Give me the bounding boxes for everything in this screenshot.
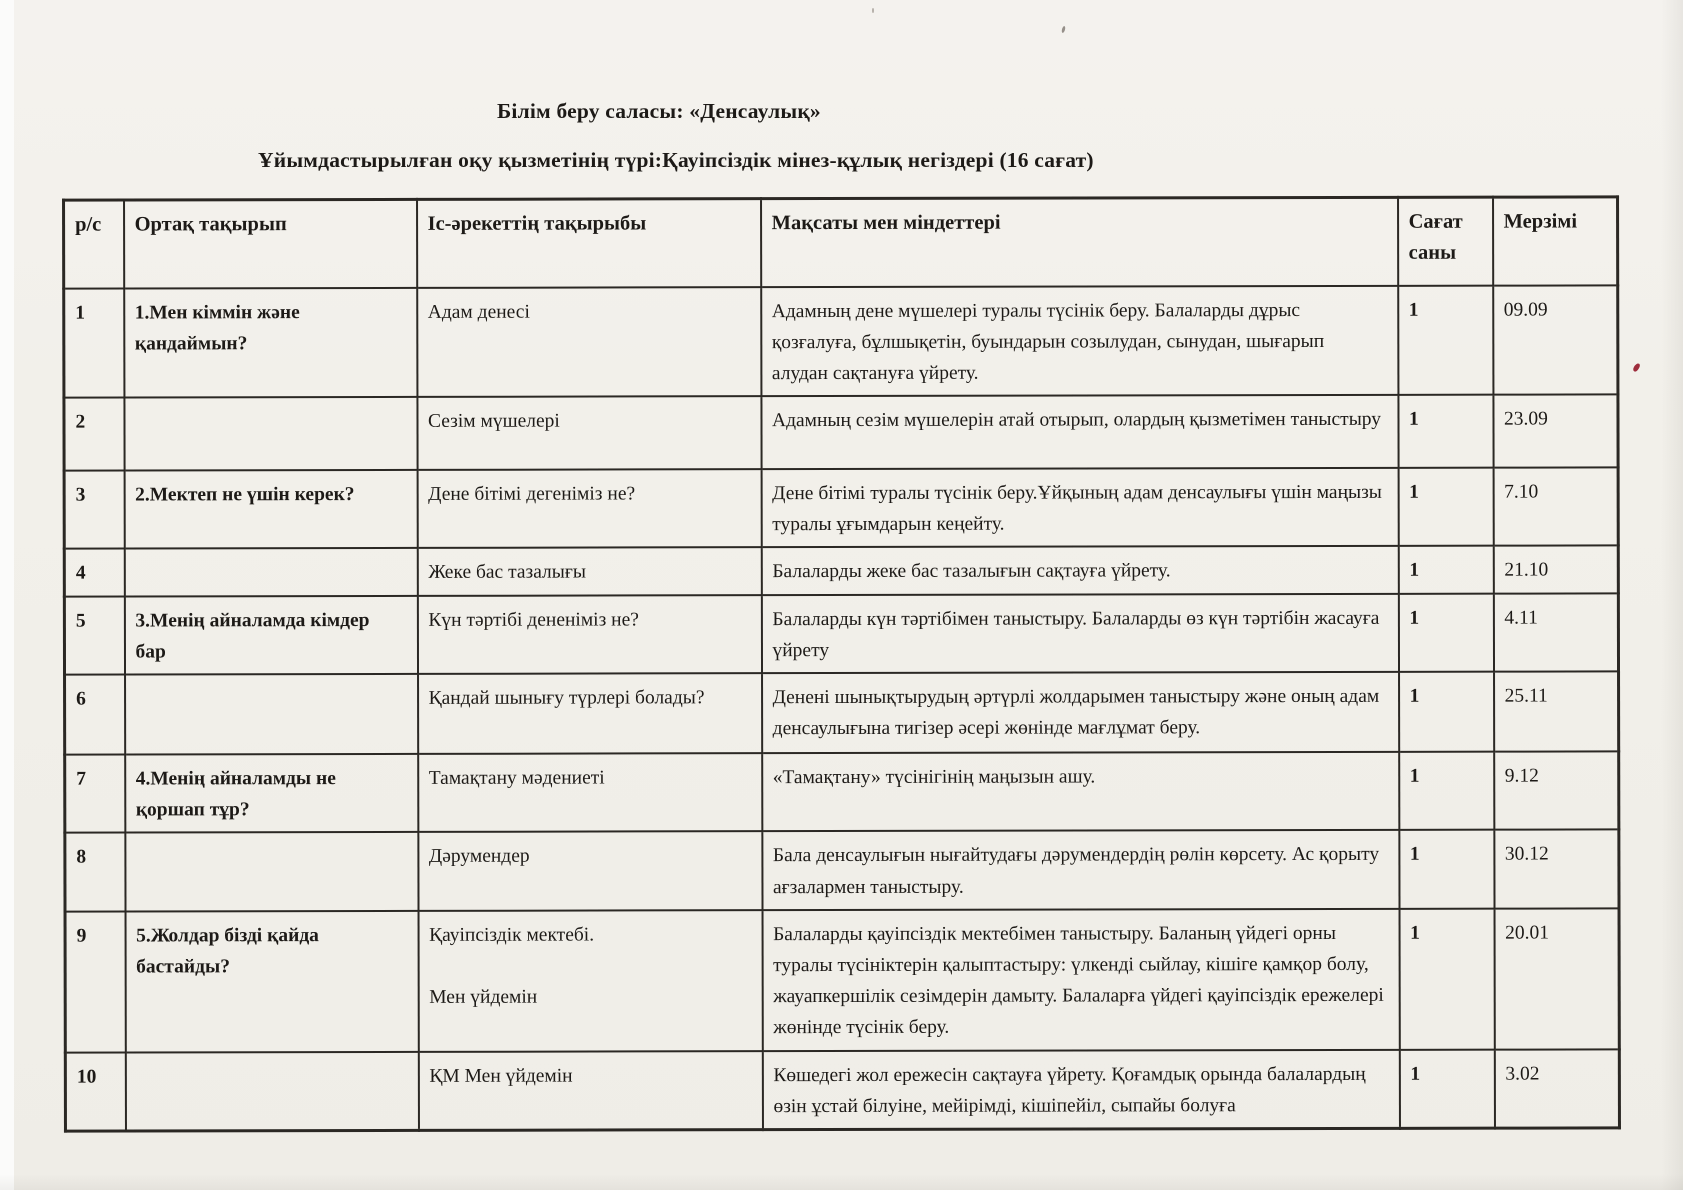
table-row: 3 2.Мектеп не үшін керек? Дене бітімі де… bbox=[64, 467, 1619, 550]
cell-date: 09.09 bbox=[1492, 284, 1618, 395]
cell-common-topic: 2.Мектеп не үшін керек? bbox=[124, 469, 418, 549]
cell-date: 7.10 bbox=[1493, 467, 1619, 547]
document-subtitle: Ұйымдастырылған оқу қызметінің түрі:Қауі… bbox=[258, 148, 1094, 172]
table-row: 1 1.Мен кіммін және қандаймын? Адам дене… bbox=[63, 284, 1618, 398]
table-row: 7 4.Менің айналамды не қоршап тұр? Тамақ… bbox=[64, 751, 1619, 834]
scan-artifact-speck bbox=[872, 8, 874, 13]
cell-num: 8 bbox=[64, 832, 126, 912]
cell-num: 6 bbox=[64, 674, 125, 755]
cell-date: 21.10 bbox=[1493, 545, 1619, 594]
cell-common-topic bbox=[123, 396, 418, 471]
cell-common-topic: 5.Жолдар бізді қайда бастайды? bbox=[125, 910, 419, 1053]
table-row: 6 Қандай шынығу түрлері болады? Денені ш… bbox=[64, 671, 1619, 755]
cell-common-topic: 3.Менің айналамда кімдер бар bbox=[124, 595, 418, 675]
cell-activity-topic: Адам денесі bbox=[416, 286, 761, 397]
cell-common-topic: 4.Менің айналамды не қоршап тұр? bbox=[124, 753, 418, 833]
col-header-goals: Мақсаты мен міндеттері bbox=[760, 197, 1398, 287]
cell-num: 9 bbox=[65, 911, 126, 1053]
scan-artifact-speck bbox=[1061, 25, 1066, 34]
cell-common-topic bbox=[124, 673, 418, 755]
cell-activity-topic: Дене бітімі дегеніміз не? bbox=[417, 469, 762, 549]
cell-activity-topic: Қандай шынығу түрлері болады? bbox=[417, 673, 762, 754]
cell-date: 23.09 bbox=[1492, 394, 1619, 468]
cell-goals: «Тамақтану» түсінігінің маңызын ашу. bbox=[761, 751, 1399, 832]
cell-date: 3.02 bbox=[1494, 1048, 1620, 1129]
col-header-num: р/с bbox=[63, 200, 124, 289]
document-title: Білім беру саласы: «Денсаулық» bbox=[497, 99, 821, 123]
cell-num: 5 bbox=[64, 596, 125, 675]
cell-activity-topic: Жеке бас тазалығы bbox=[417, 547, 762, 596]
cell-num: 3 bbox=[64, 470, 125, 550]
cell-date: 30.12 bbox=[1493, 829, 1620, 909]
cell-goals: Адамның сезім мүшелерін атай отырып, ола… bbox=[760, 394, 1399, 470]
cell-common-topic bbox=[124, 832, 419, 912]
cell-goals: Көшедегі жол ережесін сақтауға үйрету. Қ… bbox=[762, 1049, 1400, 1130]
cell-activity-topic: ҚМ Мен үйдемін bbox=[418, 1050, 763, 1131]
cell-date: 20.01 bbox=[1494, 908, 1620, 1050]
cell-activity-topic: Күн тәртібі дененіміз не? bbox=[417, 594, 762, 674]
scan-edge-left bbox=[0, 0, 14, 1190]
cell-num: 1 bbox=[63, 288, 124, 398]
cell-activity-topic: Дәрумендер bbox=[417, 831, 763, 911]
col-header-date: Мерзімі bbox=[1492, 196, 1618, 286]
cell-activity-topic: Сезім мүшелері bbox=[416, 396, 762, 470]
cell-hours: 1 bbox=[1399, 1049, 1495, 1129]
cell-hours: 1 bbox=[1398, 593, 1494, 672]
scan-edge-right bbox=[1661, 0, 1683, 1190]
cell-common-topic: 1.Мен кіммін және қандаймын? bbox=[123, 287, 417, 398]
cell-common-topic bbox=[125, 1051, 419, 1131]
cell-date: 9.12 bbox=[1493, 751, 1619, 831]
table-row: 4 Жеке бас тазалығы Балаларды жеке бас т… bbox=[64, 545, 1619, 597]
cell-goals: Балаларды қауіпсіздік мектебімен танысты… bbox=[762, 908, 1400, 1051]
cell-hours: 1 bbox=[1399, 908, 1495, 1050]
table-row: 8 Дәрумендер Бала денсаулығын нығайтудағ… bbox=[64, 829, 1620, 912]
lesson-plan-table: р/с Ортақ тақырып Іс-әрекеттің тақырыбы … bbox=[62, 195, 1621, 1133]
col-header-common-topic: Ортақ тақырып bbox=[123, 199, 417, 289]
table-row: 9 5.Жолдар бізді қайда бастайды? Қауіпсі… bbox=[65, 908, 1620, 1053]
cell-num: 4 bbox=[64, 548, 125, 597]
red-ink-speck bbox=[1632, 362, 1641, 373]
scan-edge-bottom bbox=[0, 1174, 1683, 1190]
cell-goals: Балаларды күн тәртібімен таныстыру. Бала… bbox=[761, 593, 1399, 674]
cell-goals: Бала денсаулығын нығайтудағы дәрумендерд… bbox=[761, 830, 1400, 910]
cell-goals: Балаларды жеке бас тазалығын сақтауға үй… bbox=[761, 546, 1399, 595]
cell-date: 4.11 bbox=[1493, 592, 1619, 672]
cell-hours: 1 bbox=[1398, 751, 1494, 831]
cell-num: 10 bbox=[65, 1052, 126, 1132]
cell-num: 2 bbox=[63, 397, 125, 471]
cell-hours: 1 bbox=[1398, 467, 1494, 547]
cell-common-topic bbox=[124, 548, 418, 597]
table-row: 5 3.Менің айналамда кімдер бар Күн тәрті… bbox=[64, 592, 1619, 675]
table-row: 10 ҚМ Мен үйдемін Көшедегі жол ережесін … bbox=[65, 1048, 1620, 1132]
cell-num: 7 bbox=[64, 754, 125, 834]
cell-activity-topic: Қауіпсіздік мектебі. Мен үйдемін bbox=[418, 909, 763, 1052]
col-header-activity-topic: Іс-әрекеттің тақырыбы bbox=[416, 198, 761, 288]
cell-hours: 1 bbox=[1398, 546, 1494, 594]
cell-goals: Адамның дене мүшелері туралы түсінік бер… bbox=[760, 285, 1398, 397]
table-row: 2 Сезім мүшелері Адамның сезім мүшелерін… bbox=[63, 394, 1619, 471]
cell-hours: 1 bbox=[1397, 285, 1493, 395]
cell-goals: Денені шынықтырудың әртүрлі жолдарымен т… bbox=[761, 671, 1399, 754]
cell-hours: 1 bbox=[1398, 830, 1495, 909]
col-header-hours: Сағат саны bbox=[1397, 197, 1493, 286]
table-header-row: р/с Ортақ тақырып Іс-әрекеттің тақырыбы … bbox=[63, 196, 1618, 289]
cell-goals: Дене бітімі туралы түсінік беру.Ұйқының … bbox=[761, 467, 1399, 548]
cell-hours: 1 bbox=[1397, 394, 1494, 468]
cell-date: 25.11 bbox=[1493, 671, 1619, 752]
cell-hours: 1 bbox=[1398, 671, 1494, 752]
cell-activity-topic: Тамақтану мәдениеті bbox=[417, 753, 762, 833]
